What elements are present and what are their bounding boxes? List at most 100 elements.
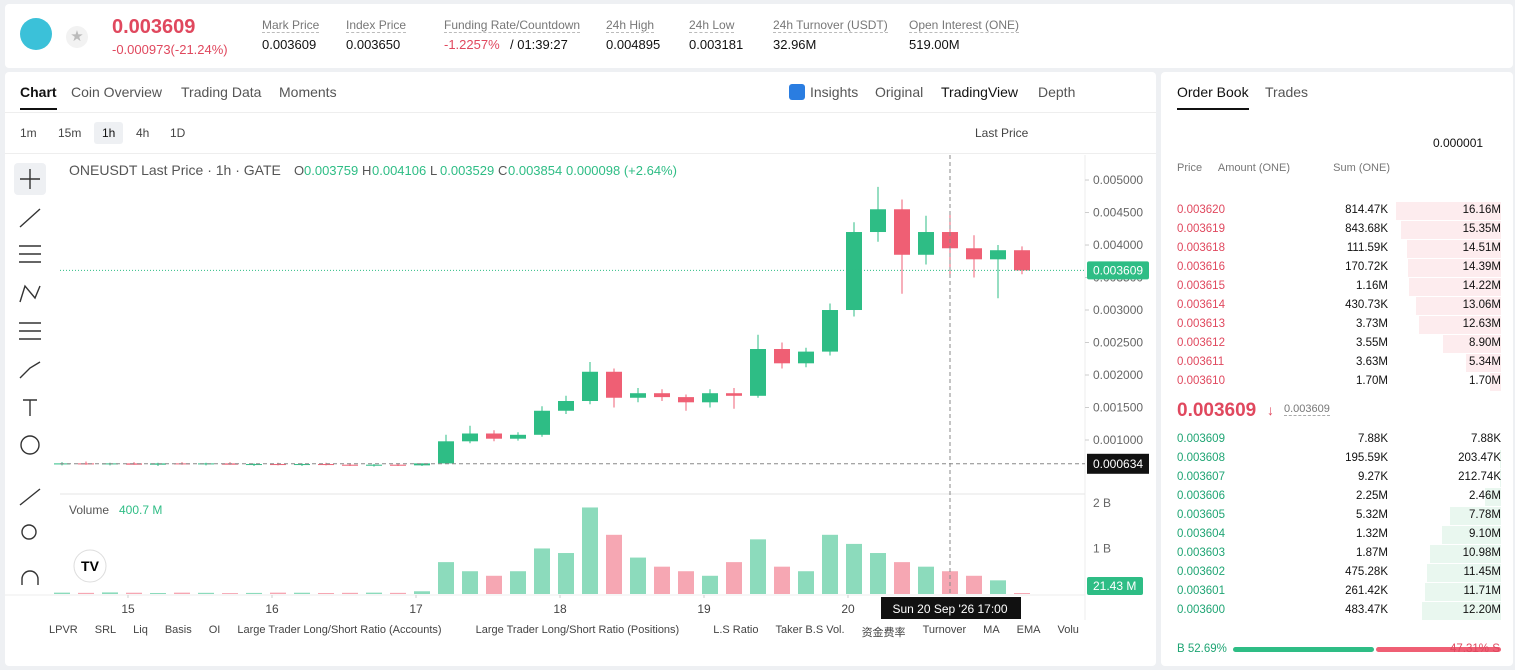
precision[interactable]: 0.000001 — [1433, 136, 1484, 150]
book-tab[interactable]: Trades — [1265, 84, 1309, 100]
price-type[interactable]: Last Price — [975, 126, 1029, 140]
interval[interactable]: 1m — [20, 126, 37, 140]
volume-bar — [822, 534, 838, 594]
y-tick-label: 0.001000 — [1093, 433, 1143, 447]
book-sum: 8.90M — [1469, 337, 1501, 349]
interval[interactable]: 1D — [170, 126, 186, 140]
volume-bar — [414, 591, 430, 594]
book-price: 0.003607 — [1177, 471, 1225, 483]
volume-bar — [534, 548, 550, 594]
view-tab[interactable]: TradingView — [941, 84, 1019, 100]
depth-bar — [1418, 316, 1501, 334]
tab[interactable]: Moments — [279, 84, 337, 100]
volume-bar — [486, 575, 502, 594]
interval[interactable]: 15m — [58, 126, 82, 140]
book-amount: 483.47K — [1345, 604, 1388, 616]
indicator[interactable]: LPVR — [49, 624, 78, 636]
y-tick-label: 0.002000 — [1093, 368, 1143, 382]
volume-bar — [102, 592, 118, 594]
volume-bar — [342, 592, 358, 594]
indicator[interactable]: Large Trader Long/Short Ratio (Accounts) — [237, 624, 442, 636]
interval[interactable]: 1h — [94, 122, 124, 144]
volume-value: 400.7 M — [119, 503, 162, 517]
book-sum: 212.74K — [1458, 471, 1501, 483]
ohlc-value: 0.003854 — [508, 163, 562, 178]
stat-label: Index Price — [346, 18, 407, 33]
book-sum: 11.45M — [1463, 566, 1501, 578]
candle-body — [390, 464, 406, 466]
ai-icon — [789, 84, 805, 100]
crosshair-x-tag — [881, 597, 1021, 619]
candle-body — [726, 393, 742, 396]
stat-label: Funding Rate/Countdown — [444, 18, 581, 33]
x-tick-label: 16 — [265, 602, 279, 616]
volume-bar — [966, 575, 982, 594]
volume-last-tag — [1087, 577, 1143, 596]
depth-bar — [1499, 469, 1501, 487]
ohlc-key: C — [498, 163, 507, 178]
volume-bar — [150, 592, 166, 594]
depth-bar — [1450, 507, 1501, 525]
indicator[interactable]: Volu — [1057, 624, 1079, 636]
favorite-star[interactable]: ★ — [66, 26, 88, 48]
view-tab[interactable]: Depth — [1038, 84, 1076, 100]
depth-bar — [1421, 602, 1501, 620]
candle-body — [318, 464, 334, 466]
book-amount: 3.63M — [1356, 356, 1388, 368]
depth-bar — [1408, 278, 1501, 296]
candle-body — [1014, 250, 1030, 271]
indicator[interactable]: L.S Ratio — [713, 624, 759, 636]
depth-bar — [1443, 335, 1501, 353]
depth-bar — [1426, 564, 1501, 582]
tab[interactable]: Trading Data — [181, 84, 262, 100]
ohlc-key: O — [294, 163, 304, 178]
book-amount: 195.59K — [1345, 452, 1388, 464]
book-sum: 7.88K — [1470, 433, 1501, 445]
candle-body — [414, 463, 430, 466]
depth-bar — [1429, 545, 1501, 563]
book-sum: 11.71M — [1463, 585, 1501, 597]
book-amount: 2.25M — [1356, 490, 1388, 502]
candle-body — [198, 463, 214, 465]
header-bar — [5, 4, 1513, 68]
y-tick-label: 0.003000 — [1093, 303, 1143, 317]
book-price: 0.003602 — [1177, 566, 1225, 578]
indicator[interactable]: OI — [208, 624, 221, 636]
candle-body — [246, 464, 262, 466]
indicator[interactable]: SRL — [94, 624, 117, 636]
indicator[interactable]: 资金费率 — [861, 627, 906, 639]
stat-value: 0.003609 — [262, 37, 317, 52]
view-tab[interactable]: Original — [875, 84, 924, 100]
book-amount: 5.32M — [1356, 509, 1388, 521]
depth-bar — [1401, 221, 1501, 239]
indicator[interactable]: MA — [983, 624, 1000, 636]
volume-bar — [462, 571, 478, 594]
stat-value: 0.004895 — [606, 37, 661, 52]
volume-bar — [558, 553, 574, 594]
indicator[interactable]: Taker B.S Vol. — [775, 624, 845, 636]
book-sum: 13.06M — [1462, 299, 1501, 311]
y-tick-label: 0.005000 — [1093, 173, 1143, 187]
ohlc-key: H — [362, 163, 371, 178]
indicator[interactable]: EMA — [1016, 624, 1041, 636]
book-tab[interactable]: Order Book — [1177, 84, 1249, 110]
indicator[interactable]: Liq — [133, 624, 148, 636]
x-tick-label: 19 — [697, 602, 711, 616]
view-tab[interactable]: Insights — [810, 84, 859, 100]
indicator[interactable]: Large Trader Long/Short Ratio (Positions… — [475, 624, 680, 636]
candle-body — [654, 393, 670, 398]
candle-body — [510, 434, 526, 439]
book-amount: 3.73M — [1356, 318, 1388, 330]
indicator[interactable]: Basis — [164, 624, 192, 636]
tab[interactable]: Coin Overview — [71, 84, 163, 100]
column-header: Price — [1177, 162, 1203, 174]
tab[interactable]: Chart — [20, 84, 57, 110]
volume-bar — [894, 562, 910, 594]
interval[interactable]: 4h — [136, 126, 150, 140]
book-amount: 261.42K — [1345, 585, 1388, 597]
depth-bar — [1441, 526, 1501, 544]
book-sum: 5.34M — [1469, 356, 1501, 368]
divider — [5, 112, 1156, 113]
indicator[interactable]: Turnover — [922, 624, 967, 636]
crosshair-y-label: 0.000634 — [1093, 457, 1143, 471]
